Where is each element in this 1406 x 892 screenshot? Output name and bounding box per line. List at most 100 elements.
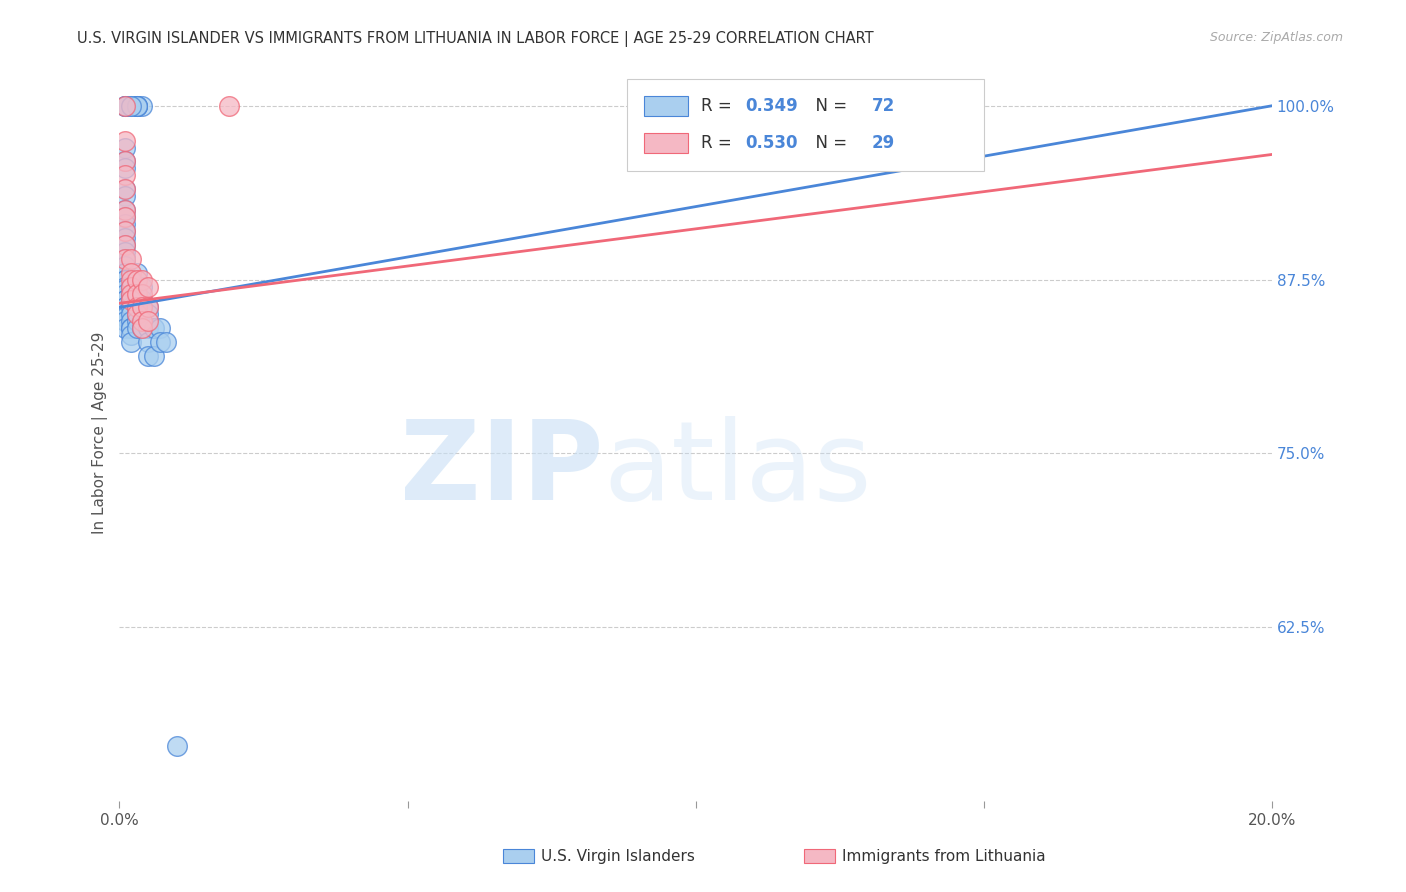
Point [120, 335, 142, 350]
Point [114, 203, 136, 218]
Text: N =: N = [806, 134, 852, 152]
Point [120, 252, 142, 266]
Point [149, 335, 172, 350]
Text: ZIP: ZIP [401, 416, 603, 523]
Point [114, 266, 136, 280]
Point [125, 99, 148, 113]
Point [120, 293, 142, 308]
Point [155, 335, 177, 350]
Point [125, 99, 148, 113]
Text: R =: R = [702, 134, 737, 152]
Point [114, 272, 136, 286]
Point [120, 99, 142, 113]
Point [125, 99, 148, 113]
Point [114, 99, 136, 113]
Point [114, 282, 136, 296]
Y-axis label: In Labor Force | Age 25-29: In Labor Force | Age 25-29 [93, 332, 108, 533]
Point [218, 99, 240, 113]
Point [136, 301, 159, 315]
Point [114, 321, 136, 335]
FancyBboxPatch shape [644, 133, 688, 153]
Point [136, 349, 159, 363]
Text: R =: R = [702, 97, 737, 115]
Point [131, 301, 153, 315]
Point [114, 210, 136, 224]
Point [114, 286, 136, 301]
Text: atlas: atlas [603, 416, 872, 523]
Point [114, 301, 136, 315]
Point [114, 99, 136, 113]
Point [114, 231, 136, 245]
Point [114, 293, 136, 308]
Point [114, 266, 136, 280]
Point [120, 314, 142, 328]
Point [125, 266, 148, 280]
Point [114, 252, 136, 266]
Point [120, 307, 142, 321]
Point [114, 99, 136, 113]
Point [114, 279, 136, 293]
Point [136, 307, 159, 321]
Point [125, 286, 148, 301]
Point [131, 321, 153, 335]
Point [125, 321, 148, 335]
Point [114, 99, 136, 113]
Point [120, 293, 142, 308]
Point [125, 307, 148, 321]
Point [120, 328, 142, 343]
Point [114, 301, 136, 315]
Point [120, 286, 142, 301]
Text: 0.349: 0.349 [745, 97, 799, 115]
Point [114, 224, 136, 238]
Point [114, 314, 136, 328]
Point [136, 301, 159, 315]
Point [114, 161, 136, 176]
Point [114, 259, 136, 273]
Point [125, 279, 148, 293]
FancyBboxPatch shape [644, 95, 688, 116]
Point [114, 307, 136, 321]
Point [125, 99, 148, 113]
Text: Source: ZipAtlas.com: Source: ZipAtlas.com [1209, 31, 1343, 45]
Point [114, 154, 136, 169]
Point [114, 224, 136, 238]
Point [131, 99, 153, 113]
Point [125, 314, 148, 328]
Point [149, 321, 172, 335]
Point [125, 272, 148, 286]
Point [143, 349, 166, 363]
Point [125, 301, 148, 315]
FancyBboxPatch shape [627, 78, 984, 171]
Point [120, 99, 142, 113]
Point [125, 293, 148, 308]
Point [114, 237, 136, 252]
Text: Immigrants from Lithuania: Immigrants from Lithuania [842, 849, 1046, 863]
Point [131, 279, 153, 293]
Point [114, 140, 136, 154]
Point [114, 182, 136, 196]
Text: 72: 72 [872, 97, 896, 115]
Point [114, 237, 136, 252]
Point [114, 210, 136, 224]
Point [131, 272, 153, 286]
Point [114, 203, 136, 218]
Point [143, 321, 166, 335]
Point [120, 321, 142, 335]
Point [120, 272, 142, 286]
Point [120, 286, 142, 301]
Point [125, 301, 148, 315]
Point [114, 252, 136, 266]
Text: 29: 29 [872, 134, 896, 152]
Point [114, 272, 136, 286]
Text: U.S. VIRGIN ISLANDER VS IMMIGRANTS FROM LITHUANIA IN LABOR FORCE | AGE 25-29 COR: U.S. VIRGIN ISLANDER VS IMMIGRANTS FROM … [77, 31, 875, 47]
Point [114, 169, 136, 183]
Point [120, 279, 142, 293]
Point [114, 252, 136, 266]
Point [166, 739, 188, 753]
Point [136, 335, 159, 350]
Text: U.S. Virgin Islanders: U.S. Virgin Islanders [541, 849, 695, 863]
Point [120, 266, 142, 280]
Point [120, 301, 142, 315]
Point [114, 189, 136, 203]
Point [136, 279, 159, 293]
